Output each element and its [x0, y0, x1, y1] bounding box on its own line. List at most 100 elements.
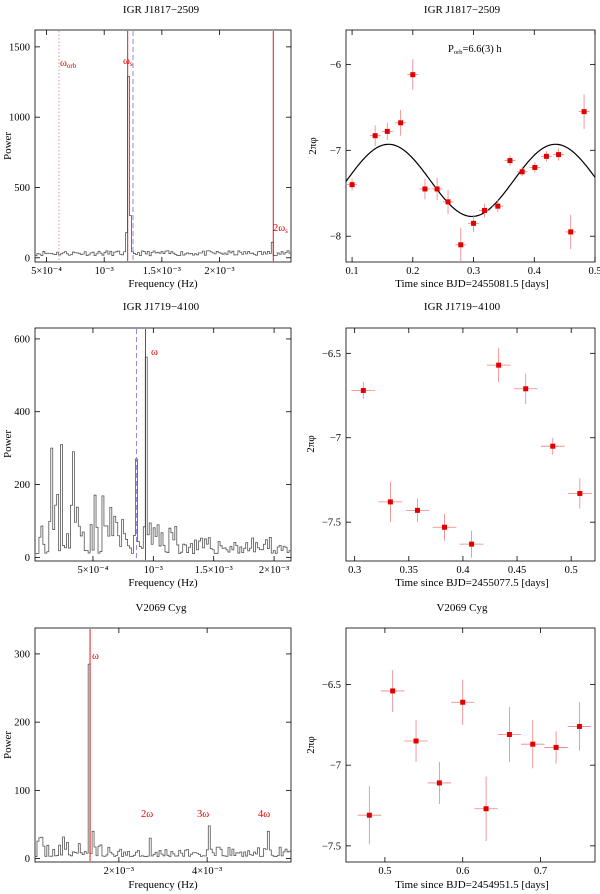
two-omega-label: 2ω	[141, 809, 153, 820]
y-tick-label: 1000	[9, 113, 30, 124]
y-tick-label: −6.5	[322, 349, 341, 360]
data-point	[523, 386, 529, 392]
y-tick-label: 0	[25, 253, 30, 264]
y-tick-label: 200	[14, 480, 30, 491]
panel-title: IGR J1817−2509	[424, 4, 501, 16]
data-point	[398, 120, 404, 126]
sine-fit-curve	[345, 143, 596, 218]
y-tick-label: −7	[330, 433, 341, 444]
data-point	[410, 72, 416, 78]
data-point	[442, 524, 448, 530]
data-point	[496, 362, 502, 368]
y-tick-label: 500	[14, 183, 30, 194]
x-tick-label: 0.5	[588, 266, 600, 277]
omega-orb-label: ωorb	[60, 58, 77, 70]
y-tick-label: −7.5	[322, 518, 341, 529]
data-point	[530, 741, 536, 747]
x-axis-label: Time since BJD=2455077.5 [days]	[395, 577, 549, 589]
data-point	[349, 182, 355, 188]
periodogram-trace	[34, 356, 291, 558]
data-point	[413, 738, 419, 744]
plot-frame	[345, 627, 596, 863]
x-tick-label: 0.4	[456, 565, 470, 576]
x-tick-label: 0.45	[508, 565, 526, 576]
panel-title: V2069 Cyg	[436, 602, 488, 614]
panel-phase-2: IGR J1719−4100 0.3 0.35 0.4 0.45 0.5 −7.5 −7 −…	[305, 301, 596, 589]
x-tick-label: 0.5	[378, 866, 391, 877]
data-point	[506, 732, 512, 738]
period-annotation: Porb=6.6(3) h	[448, 44, 502, 56]
data-point	[372, 133, 378, 139]
x-tick-label: 0.3	[348, 565, 361, 576]
plot-frame	[345, 29, 596, 263]
data-point	[576, 723, 582, 729]
data-point	[366, 812, 372, 818]
y-tick-label: 1500	[9, 42, 30, 53]
panel-phase-1: IGR J1817−2509 0.1 0.2 0.3 0.4 0.5 −8 −7 −6 Ti…	[307, 4, 600, 290]
panel-periodogram-2: IGR J1719−4100 5×10⁻⁴ 10⁻³ 1.5×10⁻³ 2×10⁻³ …	[2, 301, 292, 589]
x-tick-label: 1.5×10⁻³	[195, 565, 233, 576]
data-point	[387, 499, 393, 505]
data-point	[556, 152, 562, 158]
x-tick-label: 2×10⁻³	[259, 565, 289, 576]
y-axis-label: Power	[2, 731, 14, 759]
y-tick-label: −7	[330, 761, 341, 772]
periodogram-trace	[34, 76, 291, 258]
y-tick-label: −6.5	[322, 680, 341, 691]
x-tick-label: 0.35	[400, 565, 418, 576]
data-point	[532, 164, 538, 170]
x-tick-label: 5×10⁻⁴	[78, 565, 109, 576]
y-tick-label: −6	[330, 60, 341, 71]
y-axis-label: 2πφ	[305, 736, 317, 753]
y-tick-label: 0	[25, 553, 30, 564]
y-tick-label: 400	[14, 407, 30, 418]
data-point	[581, 109, 587, 115]
data-point	[434, 186, 440, 192]
data-point	[483, 806, 489, 812]
periodogram-trace	[34, 663, 291, 859]
data-point	[577, 490, 583, 496]
two-omega-label: 2ωs	[273, 223, 288, 235]
x-tick-label: 0.2	[406, 266, 419, 277]
panel-title: IGR J1719−4100	[123, 301, 200, 313]
data-point	[495, 203, 501, 209]
panel-title: V2069 Cyg	[135, 602, 187, 614]
data-point	[460, 699, 466, 705]
three-omega-label: 3ω	[197, 809, 209, 820]
data-point	[519, 169, 525, 175]
x-tick-label: 1.5×10⁻³	[143, 266, 181, 277]
data-point	[458, 242, 464, 248]
omega-label: ω	[92, 651, 99, 662]
y-axis-label: 2πφ	[307, 137, 319, 154]
x-tick-label: 10⁻³	[144, 565, 163, 576]
x-tick-label: 0.6	[456, 866, 469, 877]
plot-frame	[345, 327, 596, 562]
y-tick-label: −8	[330, 232, 341, 243]
y-tick-label: 0	[25, 854, 30, 865]
panel-title: IGR J1719−4100	[424, 301, 501, 313]
plot-frame	[34, 627, 292, 863]
omega-label: ω	[151, 347, 158, 358]
data-point	[422, 186, 428, 192]
omega-label: ωs	[123, 56, 133, 68]
data-point	[414, 507, 420, 513]
data-point	[471, 220, 477, 226]
data-point	[568, 229, 574, 235]
x-tick-label: 0.3	[467, 266, 480, 277]
panel-phase-3: V2069 Cyg 0.5 0.6 0.7 −7.5 −7 −6.5 Time sinc…	[305, 602, 596, 891]
data-point	[481, 207, 487, 213]
x-tick-label: 4×10⁻³	[192, 866, 222, 877]
x-axis-label: Time since BJD=2455081.5 [days]	[395, 278, 549, 290]
x-tick-label: 0.4	[528, 266, 542, 277]
x-axis-label: Frequency (Hz)	[128, 278, 198, 290]
y-tick-label: 200	[14, 718, 30, 729]
data-point	[436, 780, 442, 786]
x-tick-label: 10⁻³	[95, 266, 114, 277]
y-tick-label: 100	[14, 786, 30, 797]
plot-frame	[34, 327, 292, 562]
data-point	[445, 199, 451, 205]
y-tick-label: −7.5	[322, 841, 341, 852]
x-axis-label: Frequency (Hz)	[128, 577, 198, 589]
x-tick-label: 2×10⁻³	[104, 866, 134, 877]
